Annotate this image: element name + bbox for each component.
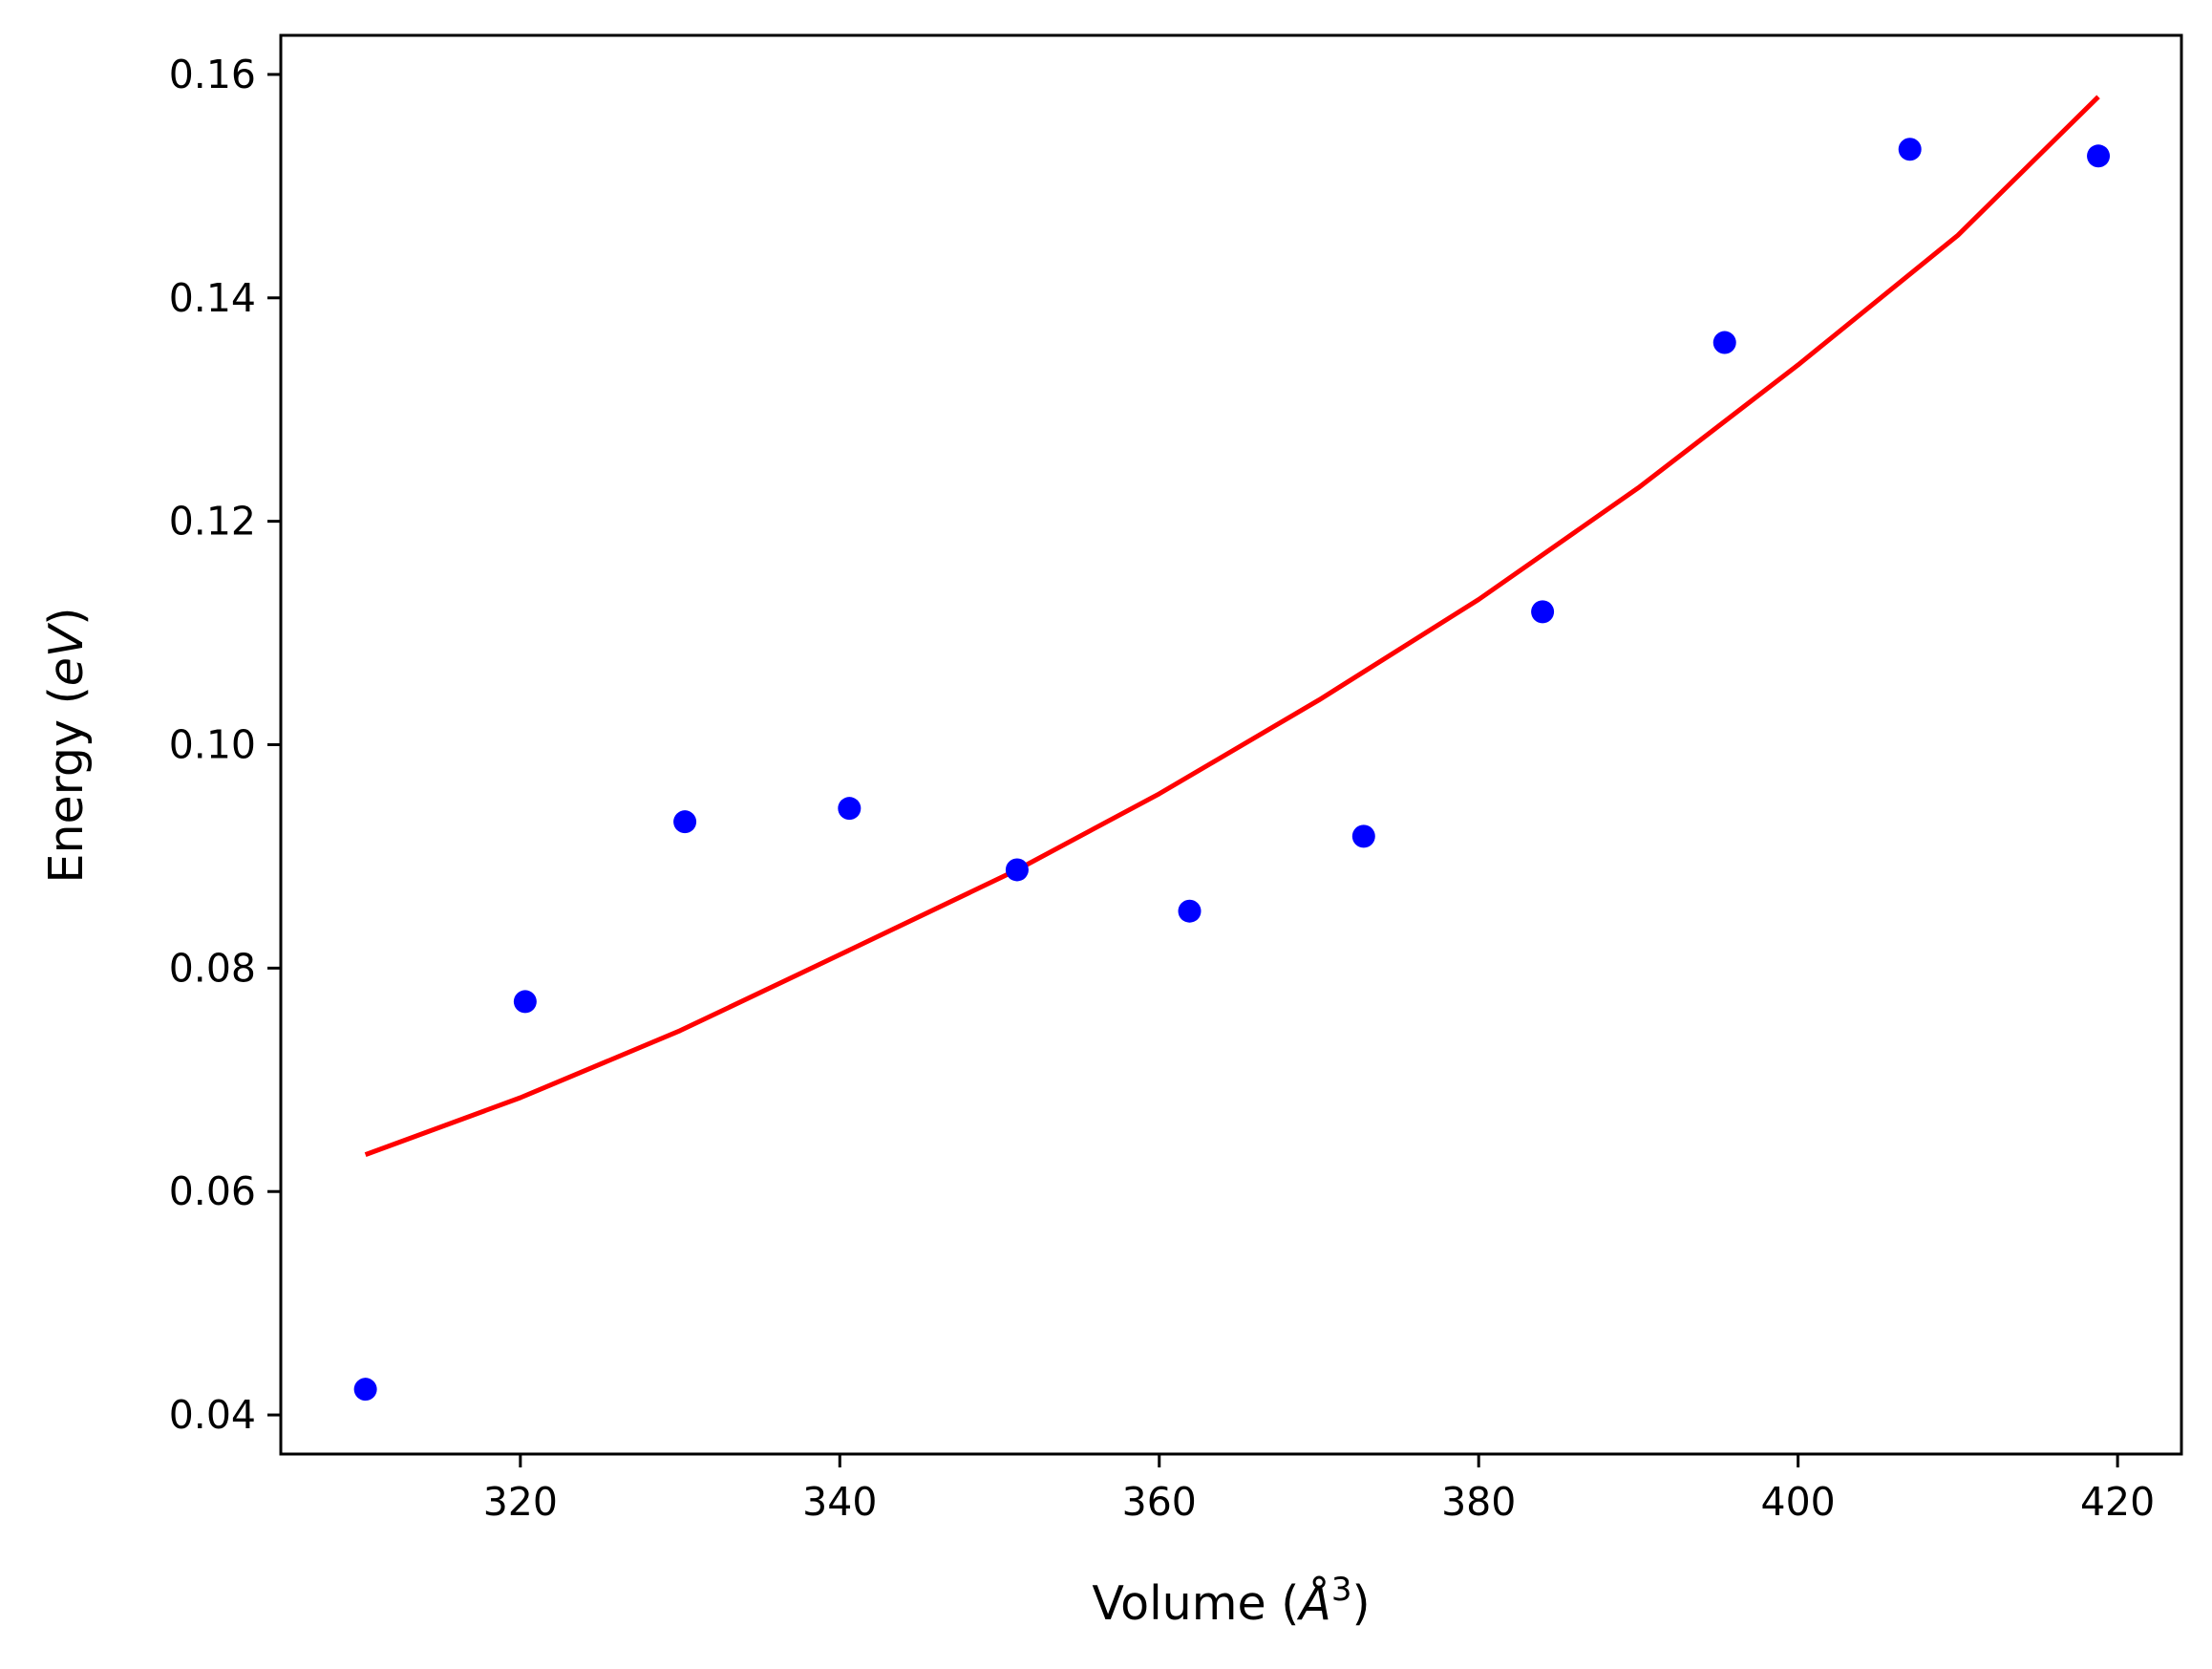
data-point — [1178, 899, 1202, 923]
y-tick-label: 0.10 — [169, 722, 256, 768]
y-axis-label-suffix: ) — [39, 607, 94, 625]
x-tick-label: 360 — [1122, 1479, 1197, 1525]
y-tick-label: 0.06 — [169, 1168, 256, 1214]
y-axis-label-prefix: Energy ( — [39, 686, 94, 883]
data-point — [1005, 858, 1029, 882]
x-axis-label: Volume (Å3) — [1092, 1571, 1370, 1631]
y-tick-label: 0.04 — [169, 1392, 256, 1438]
data-point — [513, 990, 537, 1014]
plot-frame — [279, 33, 2183, 1456]
y-tick-label: 0.08 — [169, 945, 256, 991]
x-axis-ticks: 320 340 360 380 400 420 — [483, 1454, 2155, 1525]
data-point — [353, 1378, 377, 1402]
data-point — [1712, 331, 1736, 354]
data-points-series — [353, 138, 2111, 1402]
x-tick-label: 340 — [802, 1479, 877, 1525]
fit-line — [364, 95, 2100, 1157]
data-point — [838, 797, 861, 821]
x-axis-label-superscript: 3 — [1331, 1571, 1352, 1609]
y-tick-label: 0.14 — [169, 275, 256, 321]
x-tick-label: 400 — [1761, 1479, 1836, 1525]
y-tick-label: 0.12 — [169, 499, 256, 545]
x-axis-label-suffix: ) — [1351, 1576, 1370, 1631]
data-point — [1351, 824, 1375, 848]
x-tick-label: 420 — [2080, 1479, 2155, 1525]
fit-line-series — [364, 95, 2100, 1157]
data-point — [1531, 600, 1555, 624]
x-axis-label-symbol: Å — [1296, 1574, 1331, 1631]
x-axis-label-prefix: Volume ( — [1092, 1576, 1299, 1631]
y-axis-ticks: 0.04 0.06 0.08 0.10 0.12 0.14 0.16 — [169, 52, 281, 1438]
data-point — [1898, 138, 1922, 161]
data-point — [673, 810, 697, 834]
y-tick-label: 0.16 — [169, 52, 256, 97]
y-axis-label-symbol: eV — [39, 622, 94, 686]
x-tick-label: 320 — [483, 1479, 558, 1525]
data-point — [2087, 144, 2111, 168]
y-axis-label: Energy (eV) — [39, 607, 94, 883]
x-tick-label: 380 — [1441, 1479, 1516, 1525]
plot-area — [281, 35, 2181, 1454]
